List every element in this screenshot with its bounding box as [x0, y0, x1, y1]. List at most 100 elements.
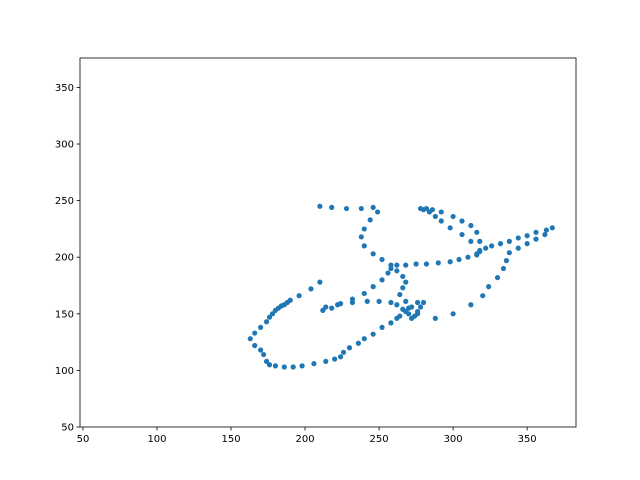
- y-tick-label: 100: [55, 366, 74, 377]
- data-point: [323, 304, 329, 310]
- data-point: [376, 298, 382, 304]
- data-point: [287, 297, 293, 303]
- data-point: [394, 268, 400, 274]
- data-point: [494, 274, 501, 281]
- x-tick-label: 250: [370, 434, 389, 445]
- data-point: [379, 277, 385, 283]
- data-point: [447, 225, 453, 231]
- x-axis: 50 100 150 200 250 300 350: [77, 427, 537, 445]
- data-point: [252, 330, 258, 336]
- data-point: [432, 315, 438, 321]
- data-point: [524, 241, 530, 247]
- x-tick-label: 350: [518, 434, 537, 445]
- data-point: [403, 279, 409, 285]
- data-point: [474, 252, 480, 258]
- data-point: [340, 349, 347, 355]
- data-point: [480, 293, 486, 299]
- x-tick-label: 100: [147, 434, 166, 445]
- data-point: [533, 236, 539, 242]
- data-point: [400, 273, 406, 280]
- data-point: [388, 265, 394, 272]
- data-point: [456, 256, 462, 263]
- data-point: [459, 231, 465, 238]
- data-point: [308, 286, 314, 292]
- data-point: [361, 226, 367, 232]
- data-point: [459, 218, 465, 224]
- data-point: [549, 225, 555, 231]
- data-point: [355, 340, 361, 346]
- data-point: [329, 305, 335, 311]
- y-tick-label: 150: [55, 309, 74, 320]
- data-point: [420, 207, 427, 213]
- data-point: [438, 209, 444, 215]
- data-point: [349, 299, 356, 306]
- y-tick-label: 300: [55, 140, 74, 151]
- data-point: [317, 203, 323, 209]
- data-point: [260, 351, 267, 358]
- data-point: [489, 243, 495, 249]
- data-point: [468, 222, 474, 229]
- data-point: [417, 304, 424, 310]
- data-point: [497, 241, 504, 247]
- data-point: [361, 336, 367, 342]
- data-point: [426, 209, 433, 215]
- data-point: [524, 233, 530, 239]
- data-point: [503, 258, 510, 264]
- data-point: [311, 361, 317, 367]
- data-point: [414, 308, 421, 315]
- data-point: [269, 311, 276, 317]
- data-point: [477, 247, 483, 254]
- data-point: [500, 265, 507, 272]
- y-tick-label: 350: [55, 83, 74, 94]
- data-point: [468, 302, 474, 308]
- y-tick-label: 250: [55, 196, 74, 207]
- data-point: [329, 204, 335, 211]
- data-point: [394, 302, 400, 308]
- data-point: [370, 284, 376, 290]
- data-point: [323, 358, 329, 364]
- data-point: [266, 314, 273, 320]
- data-point: [397, 291, 403, 298]
- data-point: [400, 285, 406, 291]
- data-point: [290, 364, 296, 370]
- data-point: [483, 245, 489, 251]
- data-point: [343, 205, 350, 212]
- data-point: [332, 356, 338, 362]
- data-point: [450, 311, 456, 317]
- data-point: [423, 261, 430, 267]
- data-point: [468, 238, 474, 244]
- data-point: [317, 279, 323, 285]
- data-point: [432, 213, 438, 220]
- data-point: [263, 358, 270, 364]
- data-point: [252, 342, 258, 349]
- y-axis: 50 100 150 200 250 300 350: [55, 83, 80, 434]
- data-point: [474, 229, 480, 235]
- data-point: [388, 299, 394, 306]
- data-point: [358, 205, 364, 212]
- data-point: [379, 324, 385, 330]
- data-point: [515, 235, 521, 241]
- x-tick-label: 300: [444, 434, 463, 445]
- data-point: [506, 238, 512, 244]
- data-point: [465, 254, 471, 260]
- data-point: [320, 307, 326, 314]
- data-point: [438, 218, 444, 224]
- data-point: [281, 364, 287, 370]
- x-tick-label: 150: [221, 434, 240, 445]
- data-point: [533, 229, 539, 235]
- data-point: [258, 324, 264, 330]
- data-point: [272, 363, 279, 369]
- data-point: [447, 259, 453, 265]
- y-tick-label: 200: [55, 253, 74, 264]
- data-point: [403, 262, 409, 268]
- data-point: [409, 304, 415, 310]
- data-point: [258, 347, 264, 353]
- data-point: [247, 336, 253, 342]
- data-point: [515, 245, 521, 251]
- data-point: [403, 298, 409, 304]
- data-point: [375, 209, 381, 215]
- data-point: [266, 362, 273, 368]
- x-tick-label: 200: [296, 434, 315, 445]
- data-points: [247, 203, 555, 370]
